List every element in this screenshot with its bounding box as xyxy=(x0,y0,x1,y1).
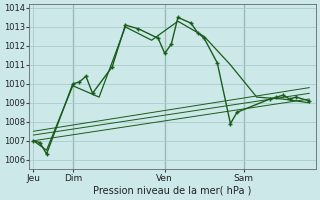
X-axis label: Pression niveau de la mer( hPa ): Pression niveau de la mer( hPa ) xyxy=(93,186,252,196)
